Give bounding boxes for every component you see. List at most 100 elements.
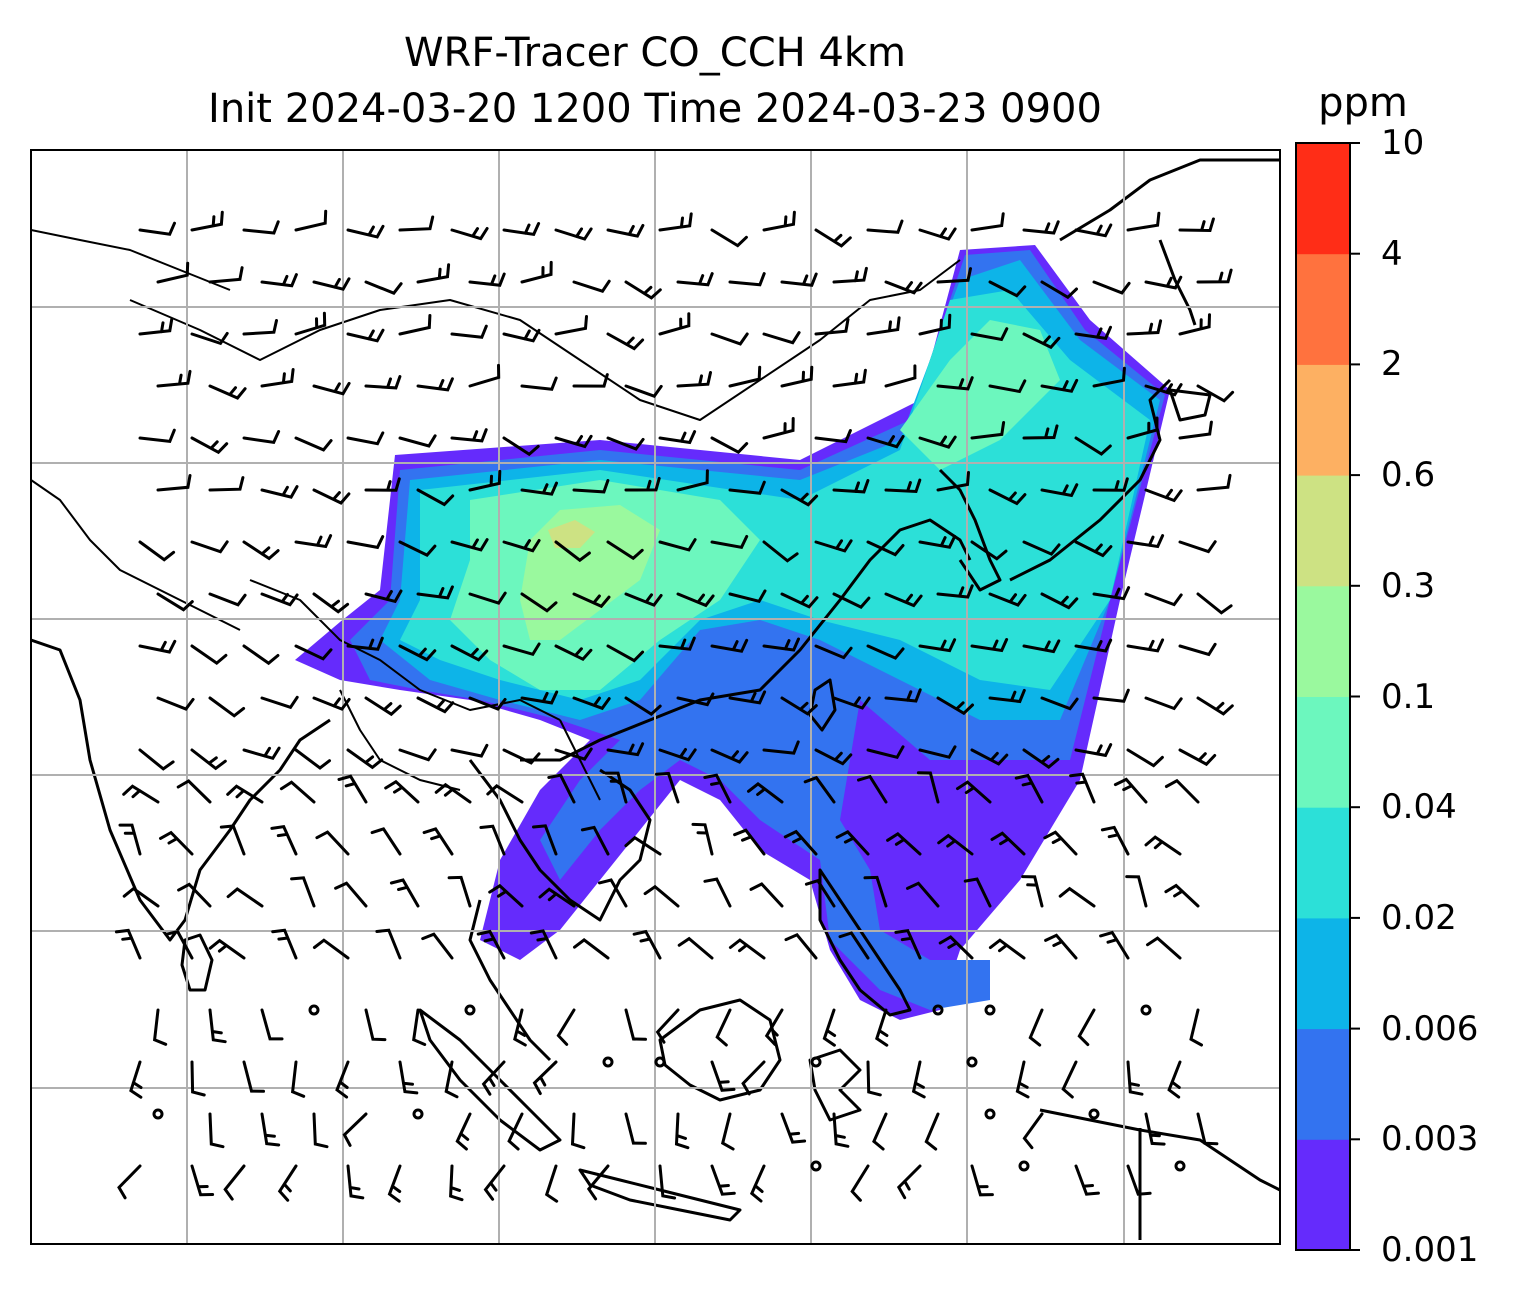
wind-barb [208, 1112, 225, 1149]
wind-barb [894, 928, 922, 960]
wind-barb [223, 1164, 246, 1201]
wind-barb [832, 696, 871, 710]
wind-barb [572, 279, 611, 293]
wind-barb [676, 469, 709, 492]
wind-barb [190, 1164, 215, 1197]
wind-barb [814, 748, 853, 766]
wind-barb [138, 317, 174, 336]
wind-barb [556, 1008, 576, 1046]
wind-barb [832, 266, 868, 284]
wind-barb [814, 228, 852, 248]
wind-barb [1126, 211, 1161, 232]
wind-barb [1014, 773, 1044, 804]
wind-barb [886, 832, 922, 856]
wind-barb [762, 540, 799, 563]
wind-barb [1178, 748, 1217, 767]
wind-barb [468, 591, 507, 605]
colorbar-segment [1296, 917, 1350, 1030]
wind-barb [970, 212, 1005, 232]
wind-barb [606, 644, 645, 663]
calm-wind-marker [984, 1108, 996, 1120]
wind-barb [970, 1164, 994, 1197]
wind-barb [260, 273, 298, 288]
wind-barb [1178, 420, 1213, 440]
wind-barb [416, 263, 451, 284]
coastline-korea [938, 468, 1002, 592]
calm-wind-marker [654, 1056, 666, 1068]
wind-barb [416, 488, 455, 507]
wind-barb [502, 436, 540, 457]
wind-barb [554, 540, 591, 563]
wind-barb [832, 479, 870, 494]
wind-barb [1074, 638, 1113, 653]
wind-barb [312, 696, 351, 711]
wind-barb [710, 748, 749, 764]
wind-barb [138, 428, 176, 444]
wind-barb [572, 479, 610, 494]
colorbar-tick-label: 4 [1381, 233, 1403, 274]
colorbar-tick-label: 0.001 [1381, 1230, 1479, 1270]
wind-barb [118, 823, 142, 856]
wind-barb [832, 592, 871, 609]
colorbar-tick-label: 2 [1381, 344, 1403, 385]
wind-barb [710, 332, 749, 346]
wind-barb [1074, 325, 1112, 340]
wind-barb [468, 696, 507, 711]
wind-barb [884, 688, 922, 703]
wind-barb [1144, 488, 1183, 503]
colorbar-frame [1295, 142, 1351, 1251]
wind-barb [1178, 642, 1217, 657]
island-sri-lanka [180, 933, 214, 992]
wind-barb [129, 1060, 143, 1099]
colorbar-tick-label: 0.3 [1381, 565, 1436, 606]
wind-barb [990, 831, 1026, 856]
wind-barb [838, 931, 870, 960]
wind-barb [832, 1112, 850, 1148]
wind-barb [728, 938, 766, 960]
wind-barb [803, 775, 836, 804]
wind-barb [190, 331, 229, 346]
wind-barb [586, 1164, 610, 1201]
wind-barb [334, 881, 368, 908]
wind-barb [156, 474, 192, 492]
wind-barb [784, 932, 818, 960]
wind-barb [242, 319, 278, 336]
wind-barb [606, 436, 645, 451]
wind-barb [219, 824, 246, 856]
wind-barb [906, 881, 940, 908]
wind-barb [937, 833, 974, 856]
calm-wind-marker [932, 1004, 944, 1016]
wind-barb [780, 1112, 807, 1144]
wind-barb [728, 690, 767, 705]
wind-barb [242, 220, 280, 235]
colorbar-segment [1296, 585, 1350, 697]
wind-barb [658, 212, 693, 232]
wind-barb [422, 827, 454, 856]
wind-barb [1074, 436, 1112, 456]
wind-barb [911, 1060, 926, 1099]
wind-barb [190, 436, 229, 455]
wind-barb [520, 690, 559, 705]
wind-barb [710, 535, 749, 549]
wind-barb [520, 260, 553, 284]
wind-barb [988, 592, 1027, 607]
wind-barb [749, 1164, 766, 1203]
wind-barb [208, 476, 245, 492]
wind-barb [624, 1008, 647, 1041]
wind-barb [398, 314, 432, 336]
wind-barb [364, 375, 402, 390]
coastline-india [31, 638, 331, 942]
wind-barb [290, 876, 316, 908]
wind-barb [674, 1112, 690, 1150]
wind-barb [1022, 639, 1061, 654]
wind-barb [520, 592, 558, 613]
colorbar-segment [1296, 253, 1350, 365]
wind-barb [421, 932, 454, 960]
calm-wind-marker [1088, 1108, 1100, 1120]
wind-barb [294, 436, 333, 452]
wind-barb [728, 480, 766, 495]
wind-barb [312, 488, 351, 505]
wind-barb [1164, 778, 1200, 804]
wind-barb [398, 748, 437, 762]
wind-barb [1196, 1112, 1219, 1146]
